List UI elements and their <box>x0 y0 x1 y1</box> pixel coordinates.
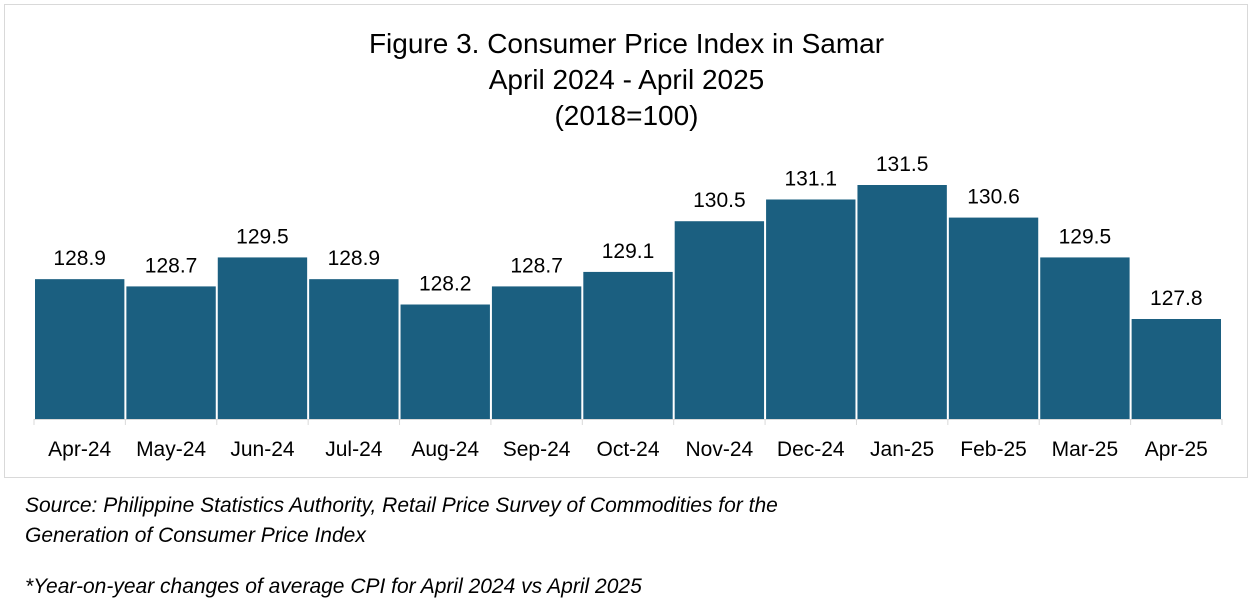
chart-subtitle: April 2024 - April 2025 <box>488 64 765 95</box>
x-tick-labels-group: Apr-24 May-24 Jun-24 Jul-24 Aug-24 Sep-24 Oct-… <box>48 438 1208 461</box>
value-label-Sep-24: 128.7 <box>510 254 563 277</box>
value-label-Mar-25: 129.5 <box>1059 225 1112 248</box>
bar-Oct-24 <box>583 271 673 419</box>
x-tick-label-Nov-24: Nov-24 <box>686 438 754 461</box>
value-label-Aug-24: 128.2 <box>419 273 472 296</box>
footnote: *Year-on-year changes of average CPI for… <box>25 575 642 598</box>
x-tick-label-Aug-24: Aug-24 <box>411 438 479 461</box>
bars-group <box>35 185 1221 419</box>
x-tick-label-Apr-25: Apr-25 <box>1145 438 1208 461</box>
x-tick-label-Dec-24: Dec-24 <box>777 438 845 461</box>
x-tick-label-Jun-24: Jun-24 <box>230 438 295 461</box>
chart-notes: Source: Philippine Statistics Authority,… <box>25 491 1225 602</box>
value-label-Feb-25: 130.6 <box>967 186 1020 209</box>
x-tick-label-Apr-24: Apr-24 <box>48 438 111 461</box>
bar-Jul-24 <box>309 279 399 419</box>
bar-Jan-25 <box>857 185 947 419</box>
value-labels-group: 128.9 128.7 129.5 128.9 128.2 128.7 129.1 130.5… <box>53 153 1202 310</box>
bar-Mar-25 <box>1040 257 1130 419</box>
value-label-Nov-24: 130.5 <box>693 189 746 212</box>
bar-Feb-25 <box>948 217 1039 419</box>
chart-title: Figure 3. Consumer Price Index in Samar <box>368 28 885 59</box>
value-label-Oct-24: 129.1 <box>602 240 655 263</box>
bar-Apr-24 <box>35 279 125 419</box>
value-label-Jul-24: 128.9 <box>328 247 381 270</box>
x-tick-marks <box>33 419 1223 425</box>
bar-Jun-24 <box>217 257 308 419</box>
bar-Nov-24 <box>674 221 765 419</box>
x-tick-label-Jan-25: Jan-25 <box>870 438 934 461</box>
value-label-Apr-25: 127.8 <box>1150 287 1203 310</box>
value-label-Dec-24: 131.1 <box>784 167 837 190</box>
value-label-May-24: 128.7 <box>145 254 198 277</box>
chart-base-year: (2018=100) <box>554 100 699 131</box>
bar-Dec-24 <box>766 199 856 419</box>
bar-Aug-24 <box>400 304 490 419</box>
value-label-Jun-24: 129.5 <box>236 225 289 248</box>
x-tick-label-May-24: May-24 <box>136 438 206 461</box>
value-label-Jan-25: 131.5 <box>876 153 929 176</box>
source-note: Source: Philippine Statistics Authority,… <box>25 494 778 547</box>
x-tick-label-Oct-24: Oct-24 <box>596 438 659 461</box>
x-tick-label-Sep-24: Sep-24 <box>503 438 571 461</box>
x-tick-label-Feb-25: Feb-25 <box>960 438 1027 461</box>
bar-Sep-24 <box>491 286 582 419</box>
bar-Apr-25 <box>1131 319 1221 419</box>
x-tick-label-Jul-24: Jul-24 <box>325 438 383 461</box>
value-label-Apr-24: 128.9 <box>53 247 106 270</box>
bar-May-24 <box>126 286 216 419</box>
chart-title-block: Figure 3. Consumer Price Index in Samar … <box>0 26 1253 134</box>
x-tick-label-Mar-25: Mar-25 <box>1052 438 1119 461</box>
